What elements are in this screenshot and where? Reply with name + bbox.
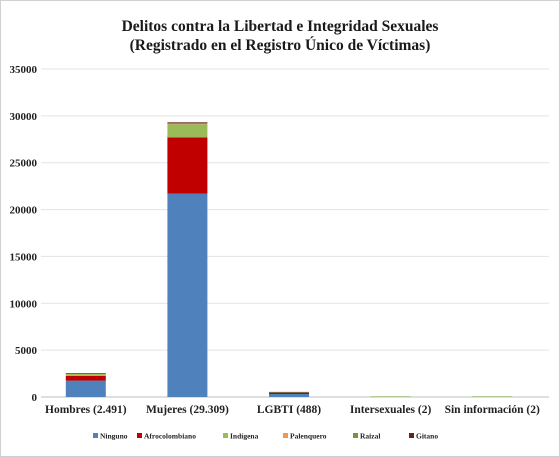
bar-segment	[167, 193, 208, 397]
y-tick-label: 15000	[10, 251, 38, 263]
y-tick-label: 0	[32, 392, 38, 404]
bar-segment	[65, 373, 106, 374]
legend-swatch	[93, 433, 98, 438]
legend-swatch	[223, 433, 228, 438]
y-tick-label: 10000	[10, 298, 38, 310]
legend-swatch	[137, 433, 142, 438]
x-category-label: LGBTI (488)	[257, 404, 321, 416]
bar-segment	[167, 122, 208, 124]
bar-segment	[269, 394, 309, 397]
bar-segment	[65, 380, 106, 397]
chart-subtitle: (Registrado en el Registro Único de Víct…	[129, 37, 431, 54]
legend-swatch	[353, 433, 358, 438]
bar-segment	[370, 396, 411, 397]
bar-segment	[167, 124, 208, 138]
legend-swatch	[283, 433, 288, 438]
x-category-label: Mujeres (29.309)	[146, 404, 229, 416]
y-tick-label: 5000	[15, 345, 38, 357]
legend-swatch	[409, 433, 414, 438]
legend-label: Gitano	[416, 432, 438, 441]
bar-segment	[167, 123, 208, 125]
y-tick-label: 30000	[10, 111, 38, 123]
y-tick-label: 20000	[10, 205, 38, 217]
chart-title-line1: Delitos contra la Libertad e Integridad …	[121, 18, 439, 35]
bar-segment	[269, 391, 309, 393]
x-category-label: Sin información (2)	[445, 404, 540, 416]
legend-label: Afrocolombiano	[144, 432, 196, 441]
x-category-label: Hombres (2.491)	[45, 404, 127, 416]
bar-segment	[472, 396, 513, 397]
bar-segment	[269, 392, 309, 393]
bar-segment	[65, 374, 106, 376]
chart-title: Delitos contra la Libertad e Integridad …	[1, 17, 559, 55]
legend-label: Ninguno	[100, 432, 128, 441]
bar-segment	[167, 137, 208, 194]
x-category-label: Intersexuales (2)	[350, 404, 432, 416]
legend-label: Palenquero	[290, 432, 327, 441]
bar-segment	[65, 375, 106, 381]
legend-label: Indígena	[230, 432, 259, 441]
y-tick-label: 25000	[10, 158, 38, 170]
y-tick-label: 35000	[10, 64, 38, 76]
legend-label: Raizal	[360, 432, 380, 441]
bar-segment	[269, 392, 309, 395]
